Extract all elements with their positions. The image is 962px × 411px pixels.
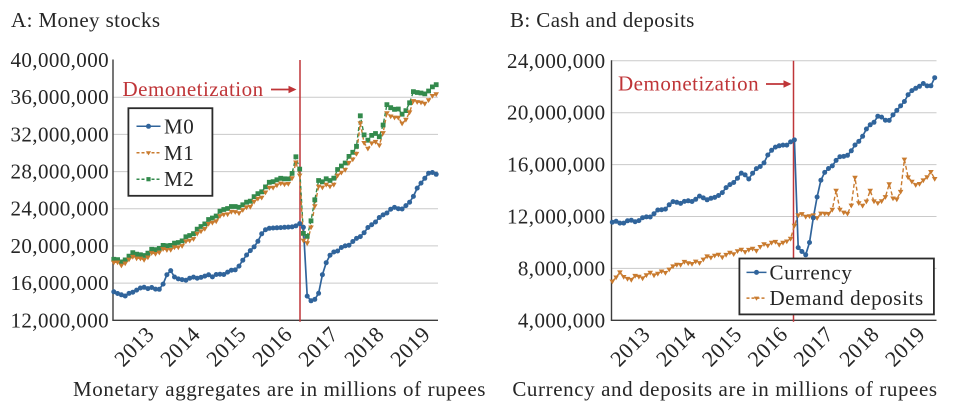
svg-text:M2: M2 xyxy=(164,167,194,191)
svg-text:A: Money stocks: A: Money stocks xyxy=(11,8,161,32)
svg-text:Demonetization: Demonetization xyxy=(618,72,759,96)
svg-text:Currency: Currency xyxy=(770,260,853,284)
svg-text:24,000,000: 24,000,000 xyxy=(507,49,606,73)
svg-text:Monetary aggregates are in mil: Monetary aggregates are in millions of r… xyxy=(73,377,486,401)
svg-text:32,000,000: 32,000,000 xyxy=(11,122,110,146)
svg-text:36,000,000: 36,000,000 xyxy=(11,85,110,109)
svg-text:24,000,000: 24,000,000 xyxy=(11,197,110,221)
svg-text:20,000,000: 20,000,000 xyxy=(507,101,606,125)
svg-text:12,000,000: 12,000,000 xyxy=(11,308,110,332)
svg-text:16,000,000: 16,000,000 xyxy=(11,271,110,295)
svg-text:B: Cash and deposits: B: Cash and deposits xyxy=(510,8,695,32)
svg-text:28,000,000: 28,000,000 xyxy=(11,160,110,184)
svg-text:12,000,000: 12,000,000 xyxy=(507,205,606,229)
svg-text:16,000,000: 16,000,000 xyxy=(507,153,606,177)
svg-text:Currency and deposits are in m: Currency and deposits are in millions of… xyxy=(512,377,937,401)
svg-text:Demonetization: Demonetization xyxy=(123,77,264,101)
svg-text:8,000,000: 8,000,000 xyxy=(518,256,606,280)
svg-text:40,000,000: 40,000,000 xyxy=(11,48,110,72)
svg-text:M0: M0 xyxy=(164,114,194,138)
svg-text:20,000,000: 20,000,000 xyxy=(11,234,110,258)
svg-text:4,000,000: 4,000,000 xyxy=(518,308,606,332)
svg-text:Demand deposits: Demand deposits xyxy=(770,286,924,310)
svg-text:M1: M1 xyxy=(164,141,194,165)
